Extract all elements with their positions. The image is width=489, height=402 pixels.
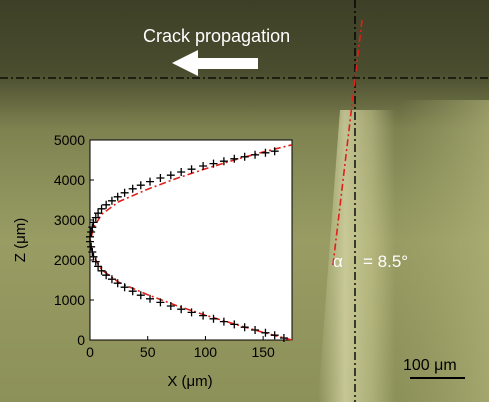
data-point <box>88 223 97 232</box>
data-point <box>88 248 97 256</box>
data-point <box>199 311 208 320</box>
data-point <box>94 209 103 218</box>
data-point <box>187 308 196 317</box>
data-point <box>146 294 155 303</box>
data-point <box>102 271 111 280</box>
y-tick-label: 3000 <box>54 212 85 228</box>
data-point <box>89 218 98 227</box>
right-glow <box>400 100 489 402</box>
angle-value: = 8.5° <box>363 252 408 271</box>
data-point <box>209 314 218 323</box>
data-point <box>240 152 249 161</box>
data-point <box>240 323 249 332</box>
data-point <box>113 279 122 288</box>
arrow-label: Crack propagation <box>143 26 290 46</box>
data-point <box>270 147 279 156</box>
data-point <box>97 266 106 275</box>
x-tick-label: 0 <box>86 344 94 360</box>
data-point <box>146 177 155 186</box>
data-point <box>261 328 270 337</box>
data-point <box>279 334 288 342</box>
data-point <box>102 200 111 209</box>
data-point <box>120 188 129 197</box>
data-point <box>87 228 96 236</box>
data-point <box>187 165 196 174</box>
data-point <box>136 181 145 190</box>
data-point <box>107 196 116 205</box>
x-axis: 0 50 100 150 <box>86 336 275 360</box>
data-point <box>128 184 137 193</box>
data-point <box>230 154 239 163</box>
data-point <box>107 275 116 284</box>
scale-bar-label: 100 μm <box>403 357 457 374</box>
y-axis: 0 1000 2000 3000 4000 5000 <box>54 132 94 348</box>
data-point <box>156 174 165 182</box>
data-point <box>251 150 260 159</box>
x-tick-label: 100 <box>194 344 218 360</box>
data-point <box>219 157 228 166</box>
data-point <box>91 257 100 266</box>
data-point <box>270 331 279 340</box>
data-markers <box>86 147 288 342</box>
bright-streak <box>318 110 395 402</box>
data-point <box>128 287 137 296</box>
y-tick-label: 5000 <box>54 132 85 148</box>
data-point <box>209 159 218 168</box>
data-point <box>230 320 239 329</box>
data-point <box>136 291 145 300</box>
data-point <box>177 305 186 314</box>
data-point <box>97 204 106 213</box>
x-axis-label: X (μm) <box>167 373 212 390</box>
data-point <box>86 232 94 241</box>
y-tick-label: 2000 <box>54 252 85 268</box>
data-point <box>120 283 129 292</box>
y-tick-label: 4000 <box>54 172 85 188</box>
data-point <box>91 213 100 222</box>
y-tick-label: 0 <box>77 332 85 348</box>
data-point <box>251 326 260 334</box>
data-point <box>177 168 186 176</box>
data-point <box>261 148 270 157</box>
data-point <box>113 192 122 201</box>
y-axis-label: Z (μm) <box>12 218 29 262</box>
data-point <box>219 317 228 326</box>
crack-front-line <box>332 19 363 266</box>
angle-symbol: α <box>333 252 343 271</box>
data-point <box>199 162 208 170</box>
data-point <box>166 171 175 180</box>
x-tick-label: 50 <box>140 344 156 360</box>
data-point <box>89 252 98 261</box>
data-point <box>156 298 165 307</box>
left-arrow-icon <box>172 50 258 76</box>
data-point <box>166 302 175 310</box>
inset-chart: 0 1000 2000 3000 4000 5000 0 50 100 150 X (μm) Z… <box>12 132 293 390</box>
y-tick-label: 1000 <box>54 292 85 308</box>
x-tick-label: 150 <box>251 344 275 360</box>
data-point <box>94 262 103 271</box>
data-point <box>87 242 96 251</box>
